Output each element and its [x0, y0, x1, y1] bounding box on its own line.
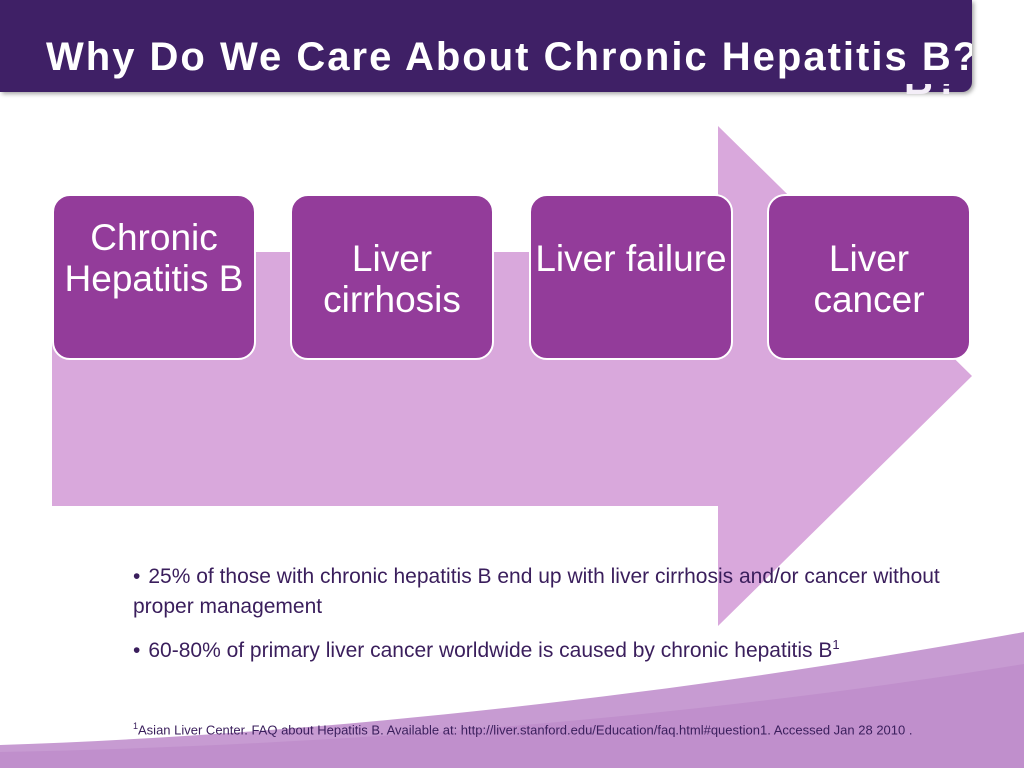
step-liver-cirrhosis: Liver cirrhosis [290, 194, 494, 360]
title-overflow-text: B? [904, 84, 961, 104]
step-label: Liver cancer [813, 238, 925, 320]
page-title: Why Do We Care About Chronic Hepatitis B… [46, 35, 972, 79]
footnote-marker: 1 [133, 721, 139, 731]
footnote: 1Asian Liver Center. FAQ about Hepatitis… [133, 717, 963, 739]
step-label: Liver cirrhosis [323, 238, 461, 320]
bullet-item: • 60-80% of primary liver cancer worldwid… [133, 630, 963, 666]
bullet-marker: • [133, 639, 141, 662]
bullet-item: • 25% of those with chronic hepatitis B e… [133, 562, 963, 622]
bullet-list: • 25% of those with chronic hepatitis B e… [133, 562, 963, 674]
step-label: Liver failure [535, 238, 727, 279]
step-chronic-hepatitis-b: Chronic Hepatitis B [52, 194, 256, 360]
step-label: Chronic Hepatitis B [64, 217, 244, 299]
title-overflow: B? [904, 84, 964, 104]
title-bar: Why Do We Care About Chronic Hepatitis B… [0, 0, 972, 92]
bullet-text: 60-80% of primary liver cancer worldwide… [148, 639, 833, 662]
step-liver-cancer: Liver cancer [767, 194, 971, 360]
bullet-text: 25% of those with chronic hepatitis B en… [133, 565, 940, 618]
step-liver-failure: Liver failure [529, 194, 733, 360]
bullet-superscript: 1 [832, 637, 840, 652]
bullet-marker: • [133, 565, 141, 588]
footnote-text: Asian Liver Center. FAQ about Hepatitis … [138, 722, 913, 738]
